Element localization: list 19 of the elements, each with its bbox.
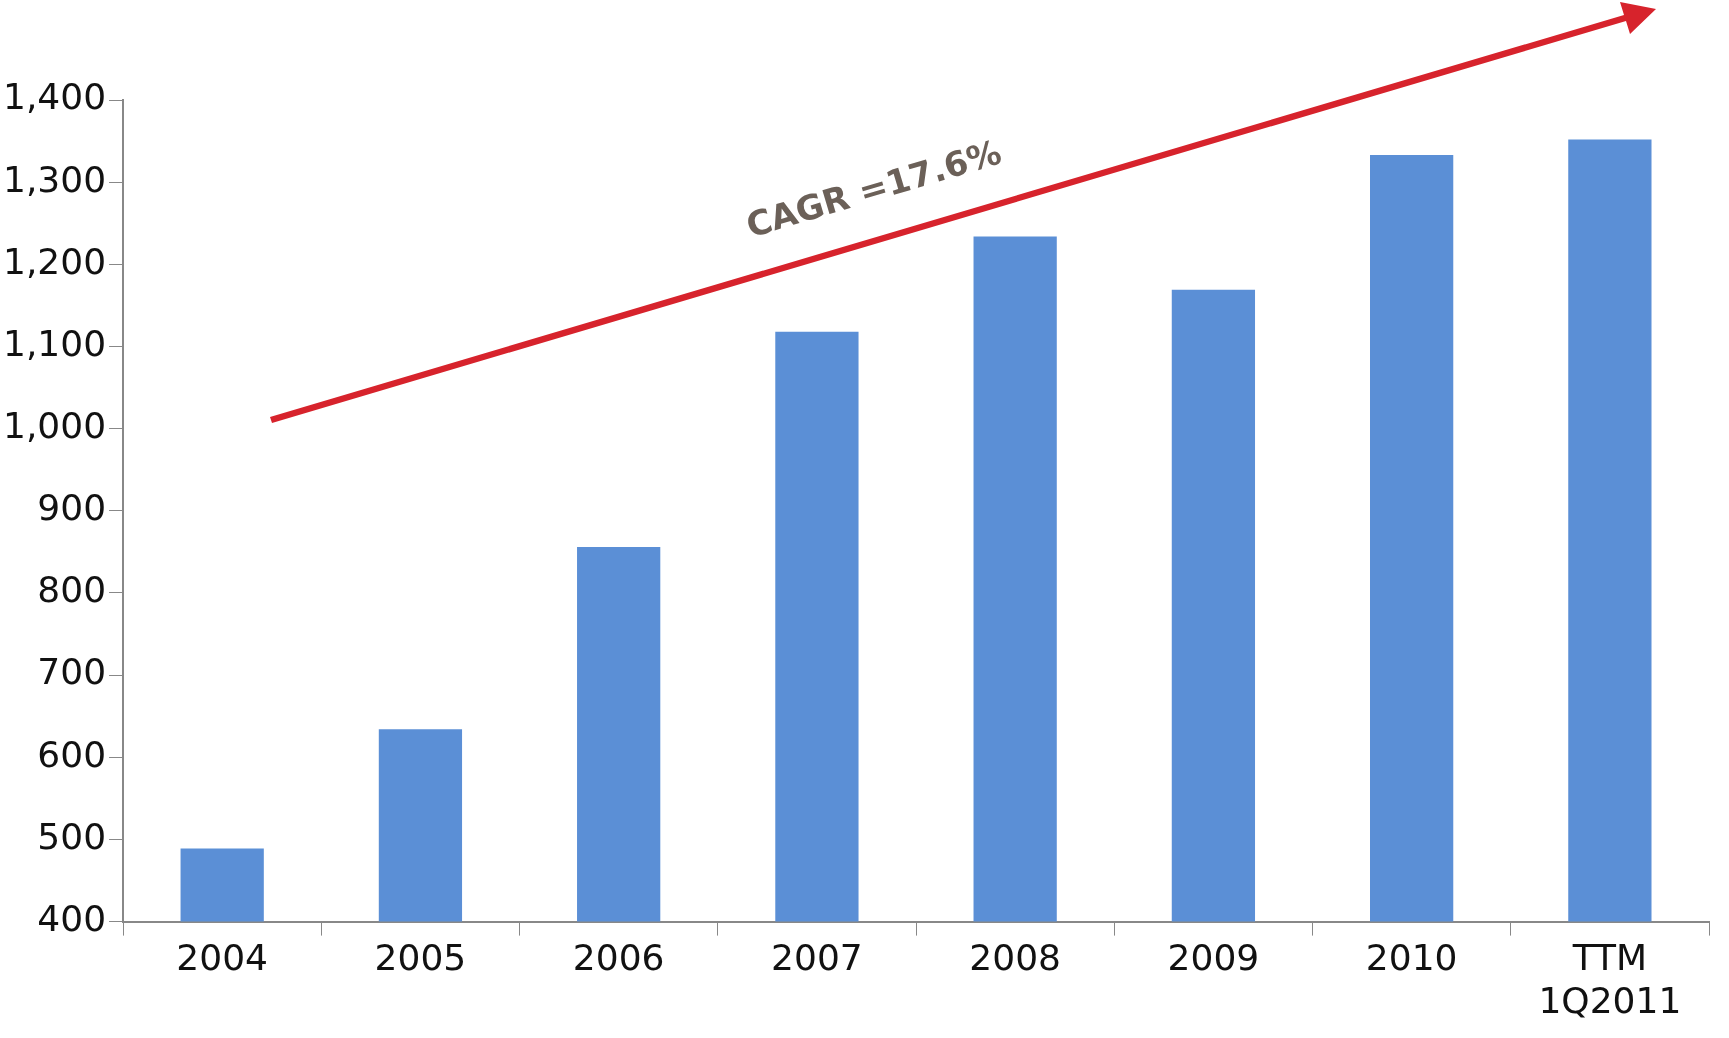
x-tick-label: 2009 xyxy=(1167,936,1260,978)
y-tick-label: 800 xyxy=(37,569,107,611)
y-tick-label: 400 xyxy=(37,897,107,939)
x-tick-label: 2008 xyxy=(969,936,1061,978)
y-tick-label: 1,200 xyxy=(3,240,107,282)
y-tick-label: 1,000 xyxy=(3,405,107,446)
x-tick-label: 2005 xyxy=(374,936,467,978)
x-tick-label: 2010 xyxy=(1365,936,1458,978)
y-tick-label: 700 xyxy=(37,651,107,693)
y-tick-label: 1,100 xyxy=(3,322,107,364)
x-tick-label: TTM 1Q2011 xyxy=(1538,936,1682,1021)
x-tick-label: 2006 xyxy=(572,936,665,978)
x-tick-label: 2007 xyxy=(771,936,863,978)
y-tick-label: 500 xyxy=(37,815,107,857)
y-tick-label: 1,400 xyxy=(3,76,107,118)
x-tick-label: 2004 xyxy=(176,936,268,978)
y-tick-label: 1,300 xyxy=(3,158,107,200)
y-tick-label: 900 xyxy=(37,487,107,529)
y-tick-label: 600 xyxy=(37,733,107,775)
